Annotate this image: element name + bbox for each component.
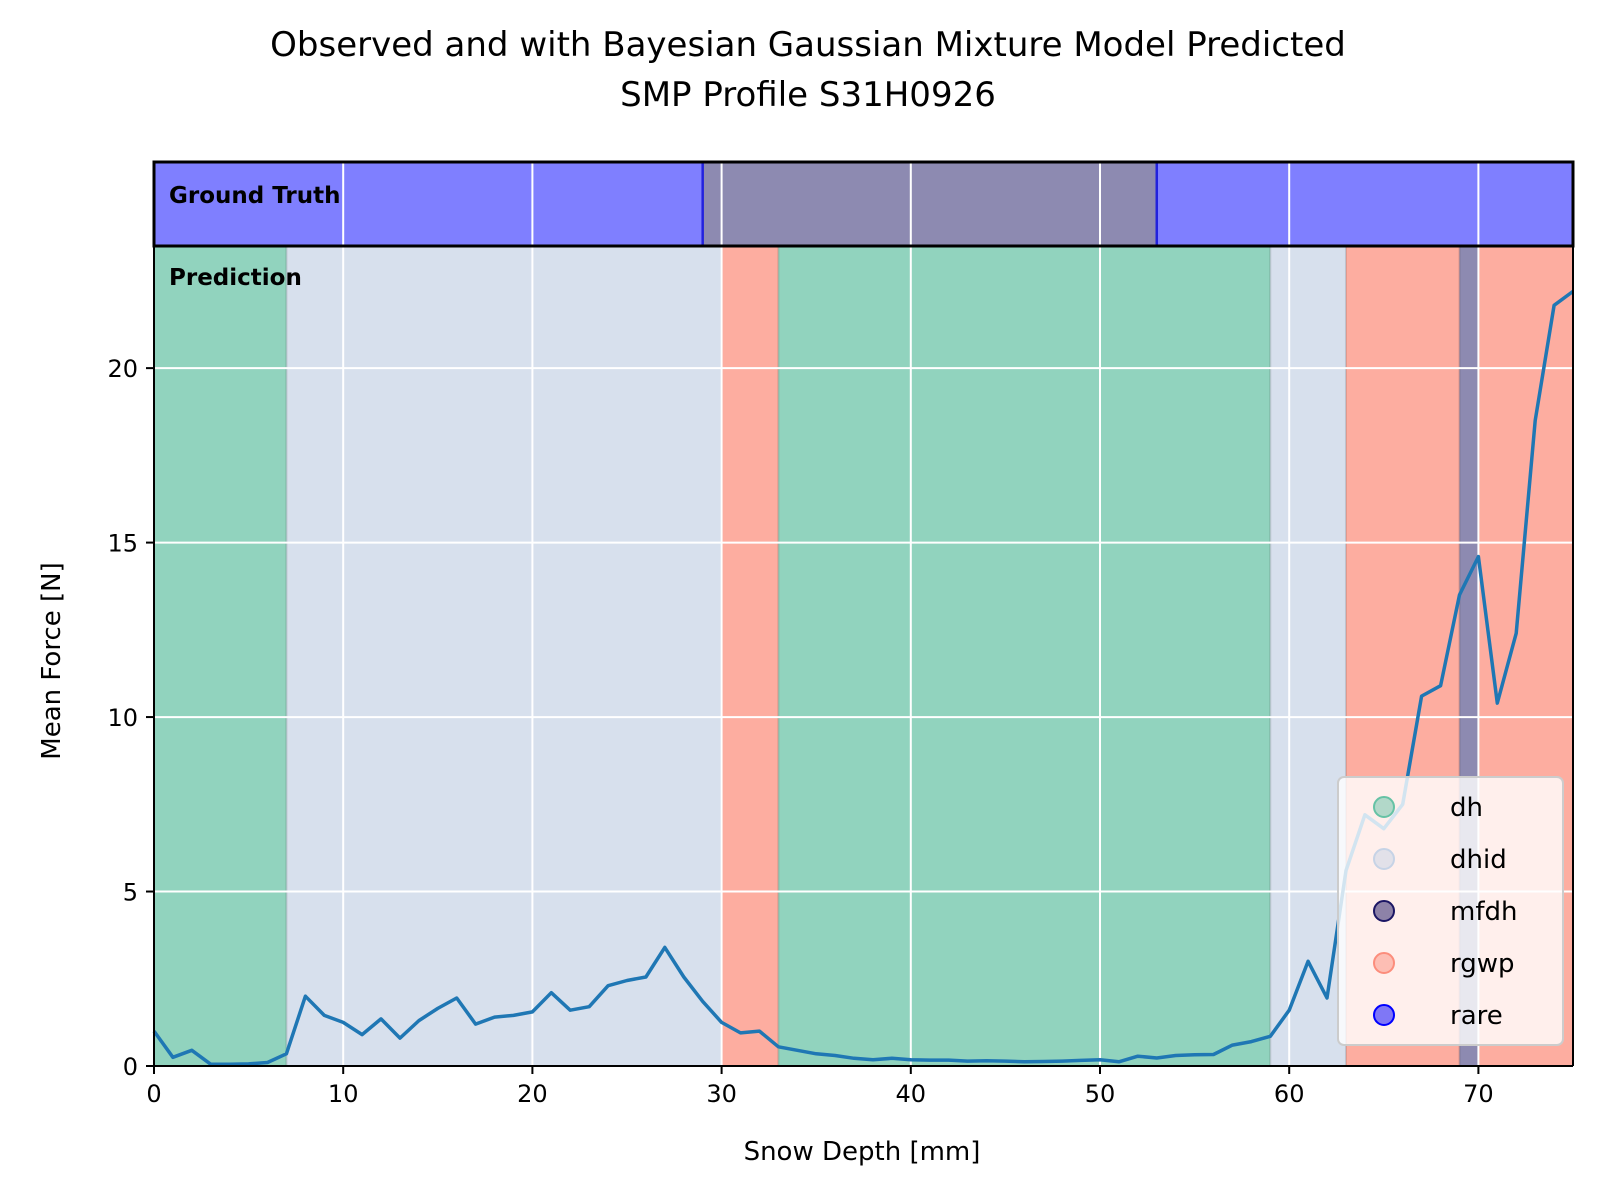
legend-marker-rare bbox=[1373, 1004, 1395, 1026]
prediction-label: Prediction bbox=[169, 265, 302, 291]
x-tick-label: 10 bbox=[328, 1080, 359, 1108]
prediction-segment-rgwp bbox=[721, 246, 779, 1066]
y-axis-label: Mean Force [N] bbox=[37, 562, 67, 759]
legend-marker-dhid bbox=[1373, 848, 1395, 870]
y-tick-label: 15 bbox=[107, 530, 138, 558]
legend: dh dhid mfdh rgwp rare bbox=[1337, 776, 1564, 1046]
prediction-segment-dh bbox=[778, 246, 1271, 1066]
x-tick-label: 50 bbox=[1085, 1080, 1116, 1108]
y-tick-label: 20 bbox=[107, 355, 138, 383]
ground-truth-frame bbox=[152, 160, 1575, 248]
y-tick-label: 0 bbox=[123, 1053, 138, 1081]
ground-truth-segment-rare bbox=[154, 162, 703, 246]
y-tick-label: 5 bbox=[123, 879, 138, 907]
grid bbox=[153, 162, 1573, 1067]
ground-truth-segment-rare bbox=[1156, 162, 1573, 246]
x-tick-label: 40 bbox=[896, 1080, 927, 1108]
x-tick-label: 0 bbox=[146, 1080, 161, 1108]
chart-title: Observed and with Bayesian Gaussian Mixt… bbox=[270, 25, 1346, 65]
ground-truth-segment-mfdh bbox=[702, 162, 1157, 246]
ground-truth-label: Ground Truth bbox=[169, 183, 341, 209]
prediction-segment-dhid bbox=[1270, 246, 1346, 1066]
legend-marker-rgwp bbox=[1373, 952, 1395, 974]
prediction-segment-dh bbox=[154, 246, 287, 1066]
x-tick-label: 20 bbox=[517, 1080, 548, 1108]
legend-entry-rare: rare bbox=[1450, 1001, 1503, 1031]
x-axis-label: Snow Depth [mm] bbox=[744, 1137, 981, 1167]
legend-marker-dh bbox=[1373, 796, 1395, 818]
force-line-series-0 bbox=[152, 289, 1575, 1067]
force-line-layer bbox=[152, 289, 1575, 1067]
ground-truth-band bbox=[154, 162, 1573, 246]
x-tick-label: 70 bbox=[1463, 1080, 1494, 1108]
legend-entry-dhid: dhid bbox=[1450, 845, 1507, 875]
x-tick-label: 60 bbox=[1274, 1080, 1305, 1108]
prediction-segment-dhid bbox=[286, 246, 722, 1066]
legend-entry-rgwp: rgwp bbox=[1450, 949, 1515, 979]
legend-marker-mfdh bbox=[1373, 900, 1395, 922]
axis-ticks: 0 10 20 30 40 50 60 70 0 5 10 15 20 bbox=[107, 355, 1493, 1108]
legend-box bbox=[1337, 776, 1564, 1046]
legend-entry-dh: dh bbox=[1450, 793, 1483, 823]
x-tick-label: 30 bbox=[706, 1080, 737, 1108]
legend-entry-mfdh: mfdh bbox=[1450, 897, 1517, 927]
y-tick-label: 10 bbox=[107, 704, 138, 732]
axes-frame bbox=[152, 160, 1575, 1067]
chart-subtitle: SMP Profile S31H0926 bbox=[620, 75, 996, 115]
